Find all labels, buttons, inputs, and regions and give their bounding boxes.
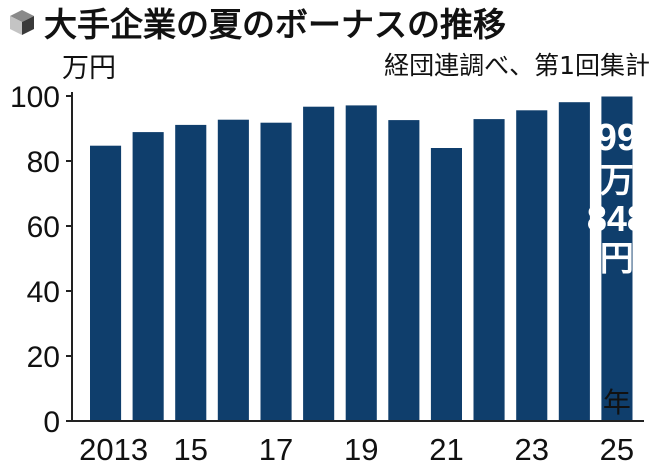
y-tick-label: 100 xyxy=(10,81,60,114)
y-tick-label: 60 xyxy=(27,211,60,244)
bars-group xyxy=(90,96,633,422)
y-tick-label: 40 xyxy=(27,276,60,309)
axes xyxy=(71,92,644,422)
source-note: 経団連調べ、第1回集計 xyxy=(384,51,650,80)
bar-2022 xyxy=(473,119,505,421)
bar-2014 xyxy=(132,132,164,421)
x-tick-label: 19 xyxy=(344,432,378,467)
x-tick-label: 25 xyxy=(600,432,634,467)
y-axis-ticks: 0 20 40 60 80 100 xyxy=(10,81,72,439)
x-axis-ticks: 2013 15 17 19 21 23 25 年 xyxy=(79,386,634,467)
callout-line: 円 xyxy=(600,240,634,278)
y-unit-label: 万円 xyxy=(62,53,116,84)
bar-2016 xyxy=(217,119,249,421)
y-tick-label: 0 xyxy=(43,406,60,439)
bar-2013 xyxy=(90,145,122,421)
y-tick-label: 80 xyxy=(27,146,60,179)
title-text: 大手企業の夏のボーナスの推移 xyxy=(44,5,506,44)
y-tick-label: 20 xyxy=(27,341,60,374)
x-unit-label: 年 xyxy=(603,386,631,419)
x-tick-label: 15 xyxy=(174,432,208,467)
bar-2025 xyxy=(601,96,633,421)
bar-2019 xyxy=(345,105,377,422)
bar-2024 xyxy=(558,102,590,421)
bar-2021 xyxy=(430,148,462,421)
chart-title: 大手企業の夏のボーナスの推移 xyxy=(8,2,506,44)
callout-line: 99 xyxy=(596,117,638,159)
callout-line: 万 xyxy=(600,162,634,200)
cube-icon xyxy=(10,10,34,35)
bar-2017 xyxy=(260,122,292,421)
bar-2023 xyxy=(516,110,548,422)
x-tick-label: 21 xyxy=(429,432,463,467)
callout-line: 848 xyxy=(587,198,647,239)
bar-2018 xyxy=(303,106,335,421)
x-tick-label: 2013 xyxy=(79,432,148,467)
x-tick-label: 23 xyxy=(514,432,548,467)
bar-2020 xyxy=(388,120,420,421)
bar-2015 xyxy=(175,124,207,422)
x-tick-label: 17 xyxy=(259,432,293,467)
